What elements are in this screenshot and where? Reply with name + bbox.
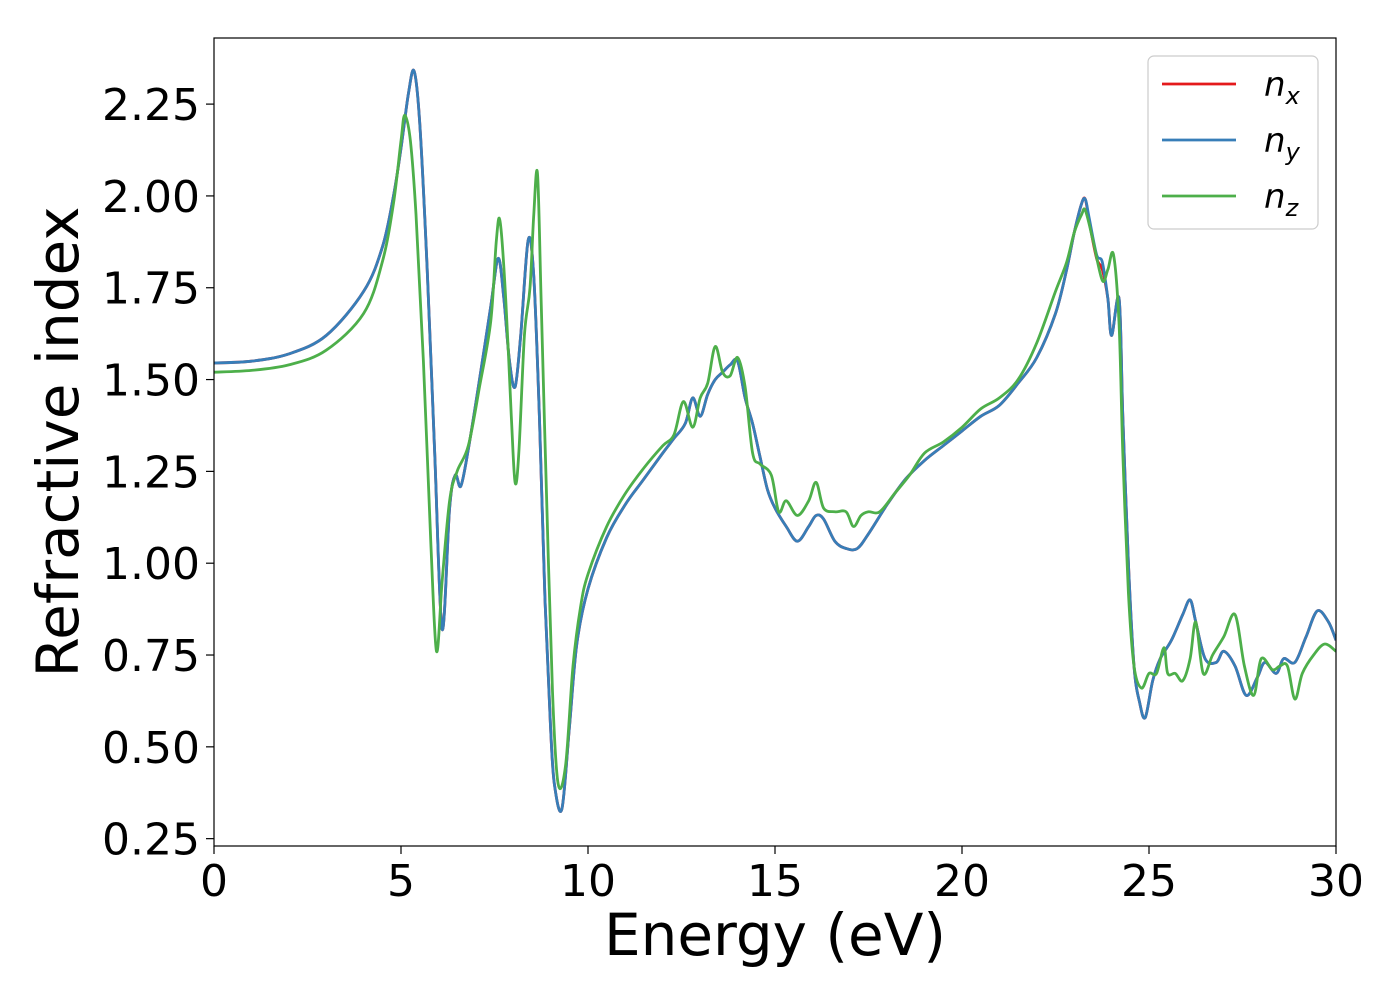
x-tick-label: 20	[934, 856, 990, 907]
x-tick-label: 0	[200, 856, 228, 907]
x-tick-label: 15	[747, 856, 803, 907]
y-tick-label: 1.00	[102, 539, 200, 590]
legend-label-ny-sub: y	[1285, 138, 1301, 166]
x-tick-label: 25	[1121, 856, 1177, 907]
y-tick-label: 1.25	[102, 447, 200, 498]
legend-label-nx-sub: x	[1285, 82, 1301, 110]
y-axis-label: Refractive index	[24, 206, 92, 677]
y-axis-ticks: 0.25 0.50 0.75 1.00 1.25 1.50 1.75 2.00 2.25	[102, 80, 214, 866]
y-tick-label: 1.75	[102, 264, 200, 315]
legend-label-nx: nx	[1264, 65, 1301, 110]
legend-label-nz: nz	[1264, 177, 1300, 222]
legend-label-nz-main: n	[1264, 177, 1286, 217]
x-tick-label: 5	[387, 856, 415, 907]
y-tick-label: 0.75	[102, 631, 200, 682]
legend-box	[1147, 55, 1319, 230]
x-axis-ticks: 0 5 10 15 20 25 30	[200, 846, 1364, 907]
x-tick-label: 30	[1308, 856, 1364, 907]
legend-label-ny-main: n	[1264, 121, 1286, 161]
series-line-ny	[214, 68, 1336, 813]
series-line-nz	[214, 113, 1336, 791]
y-tick-label: 0.25	[102, 815, 200, 866]
y-tick-label: 0.50	[102, 723, 200, 774]
series-lines	[214, 68, 1336, 813]
legend: nx ny nz	[1147, 55, 1319, 230]
x-axis-label: Energy (eV)	[604, 901, 946, 969]
legend-label-nx-main: n	[1264, 65, 1286, 105]
x-tick-label: 10	[560, 856, 616, 907]
y-tick-label: 1.50	[102, 356, 200, 407]
legend-label-nz-sub: z	[1285, 194, 1300, 222]
legend-label-ny: ny	[1264, 121, 1301, 166]
y-tick-label: 2.25	[102, 80, 200, 131]
y-tick-label: 2.00	[102, 172, 200, 223]
